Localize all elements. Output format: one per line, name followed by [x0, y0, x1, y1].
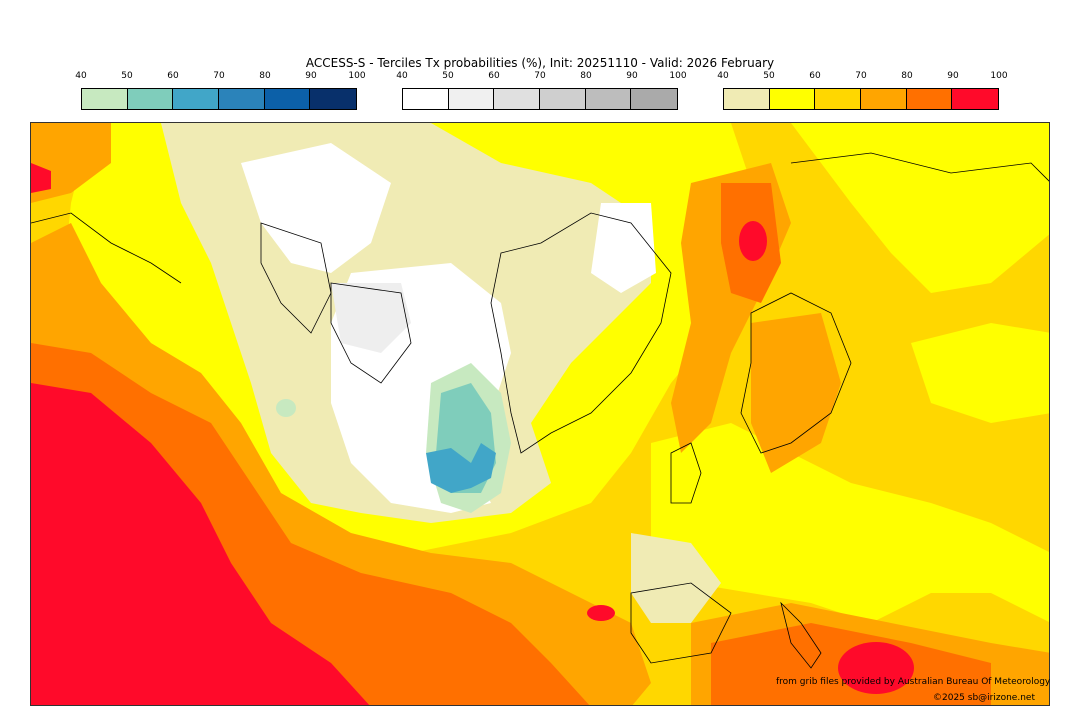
legend-color-cell — [494, 89, 540, 109]
legend-tick: 50 — [763, 71, 775, 81]
legend-color-cell — [769, 89, 816, 109]
map-region-red-spot — [587, 605, 615, 621]
legend-tick: 50 — [442, 71, 454, 81]
map-region-red-med — [838, 642, 914, 694]
legend-color-cell — [264, 89, 311, 109]
map-region-pale-yellow-iberia — [631, 533, 721, 623]
coastlines — [31, 152, 1049, 669]
legend-tick: 90 — [305, 71, 317, 81]
map-region-yellow-east-2 — [911, 323, 1049, 423]
legend-tick: 100 — [990, 71, 1008, 81]
legend-tick: 70 — [855, 71, 867, 81]
coast-italy — [780, 601, 822, 669]
coast-iberia — [630, 582, 732, 664]
legend-tick: 40 — [717, 71, 729, 81]
legend-tick: 80 — [580, 71, 592, 81]
credit-copyright: ©2025 sb@irizone.net — [933, 693, 1035, 703]
map-region-white-east-gr — [591, 203, 656, 293]
legend-normal-colorbar — [402, 88, 678, 110]
legend-color-cell — [82, 89, 128, 109]
legend-color-cell — [815, 89, 861, 109]
legend-color-cell — [539, 89, 586, 109]
map-region-blue — [426, 443, 496, 493]
map-region-orange-scandinavia — [751, 313, 841, 473]
legend-color-cell — [585, 89, 632, 109]
legend-tick: 60 — [167, 71, 179, 81]
map-title: ACCESS-S - Terciles Tx probabilities (%)… — [305, 56, 775, 70]
legend-color-cell — [127, 89, 174, 109]
map-region-yellow-east — [791, 123, 1049, 293]
map-region-white-baffin — [331, 283, 411, 353]
map-region-yellow-europe — [651, 423, 1049, 623]
legend-tick: 40 — [396, 71, 408, 81]
map-region-red-atlantic — [31, 383, 370, 705]
map-region-red-norway — [739, 221, 767, 261]
legend-color-cell — [631, 89, 677, 109]
legend-warm-tercile: 40 50 60 70 80 90 100 — [717, 71, 1008, 110]
coast-greenland — [490, 212, 672, 454]
legend-color-cell — [218, 89, 265, 109]
coast-hudson — [260, 222, 332, 334]
legend-warm-ticks: 40 50 60 70 80 90 100 — [717, 71, 1007, 85]
legend-color-cell — [860, 89, 907, 109]
legend-warm-colorbar — [723, 88, 999, 110]
legend-normal-ticks: 40 50 60 70 80 90 100 — [396, 71, 686, 85]
coast-siberia — [790, 152, 1049, 182]
legend-tick: 80 — [901, 71, 913, 81]
legend-tick: 70 — [213, 71, 225, 81]
legend-cold-colorbar — [81, 88, 357, 110]
coast-uk — [670, 442, 702, 504]
legend-tick: 80 — [259, 71, 271, 81]
legend-cold-ticks: 40 50 60 70 80 90 100 — [75, 71, 365, 85]
map-region-red-west-edge — [31, 163, 51, 193]
map-canvas — [31, 123, 1049, 705]
map-region-white-west — [241, 143, 391, 273]
legend-color-cell — [310, 89, 356, 109]
legend-tick: 100 — [669, 71, 687, 81]
legend-tick: 50 — [121, 71, 133, 81]
legend-color-cell — [173, 89, 219, 109]
legend-tick: 100 — [348, 71, 366, 81]
coast-alaska — [31, 212, 182, 284]
coast-scandinavia — [740, 292, 852, 454]
credit-source: from grib files provided by Australian B… — [776, 677, 1051, 687]
legend-tick: 90 — [626, 71, 638, 81]
legend-color-cell — [448, 89, 495, 109]
probability-map — [30, 122, 1050, 706]
legend-tick: 70 — [534, 71, 546, 81]
legend-normal-tercile: 40 50 60 70 80 90 100 — [396, 71, 687, 110]
legend-color-cell — [906, 89, 953, 109]
legend-cold-tercile: 40 50 60 70 80 90 100 — [75, 71, 366, 110]
legend-tick: 60 — [488, 71, 500, 81]
legend-tick: 40 — [75, 71, 87, 81]
map-region-light-green-spot — [276, 399, 296, 417]
legend-tick: 90 — [947, 71, 959, 81]
coast-baffin — [330, 282, 412, 384]
legend-color-cell — [403, 89, 449, 109]
legend-color-cell — [724, 89, 770, 109]
legend-color-cell — [952, 89, 998, 109]
legend-tick: 60 — [809, 71, 821, 81]
